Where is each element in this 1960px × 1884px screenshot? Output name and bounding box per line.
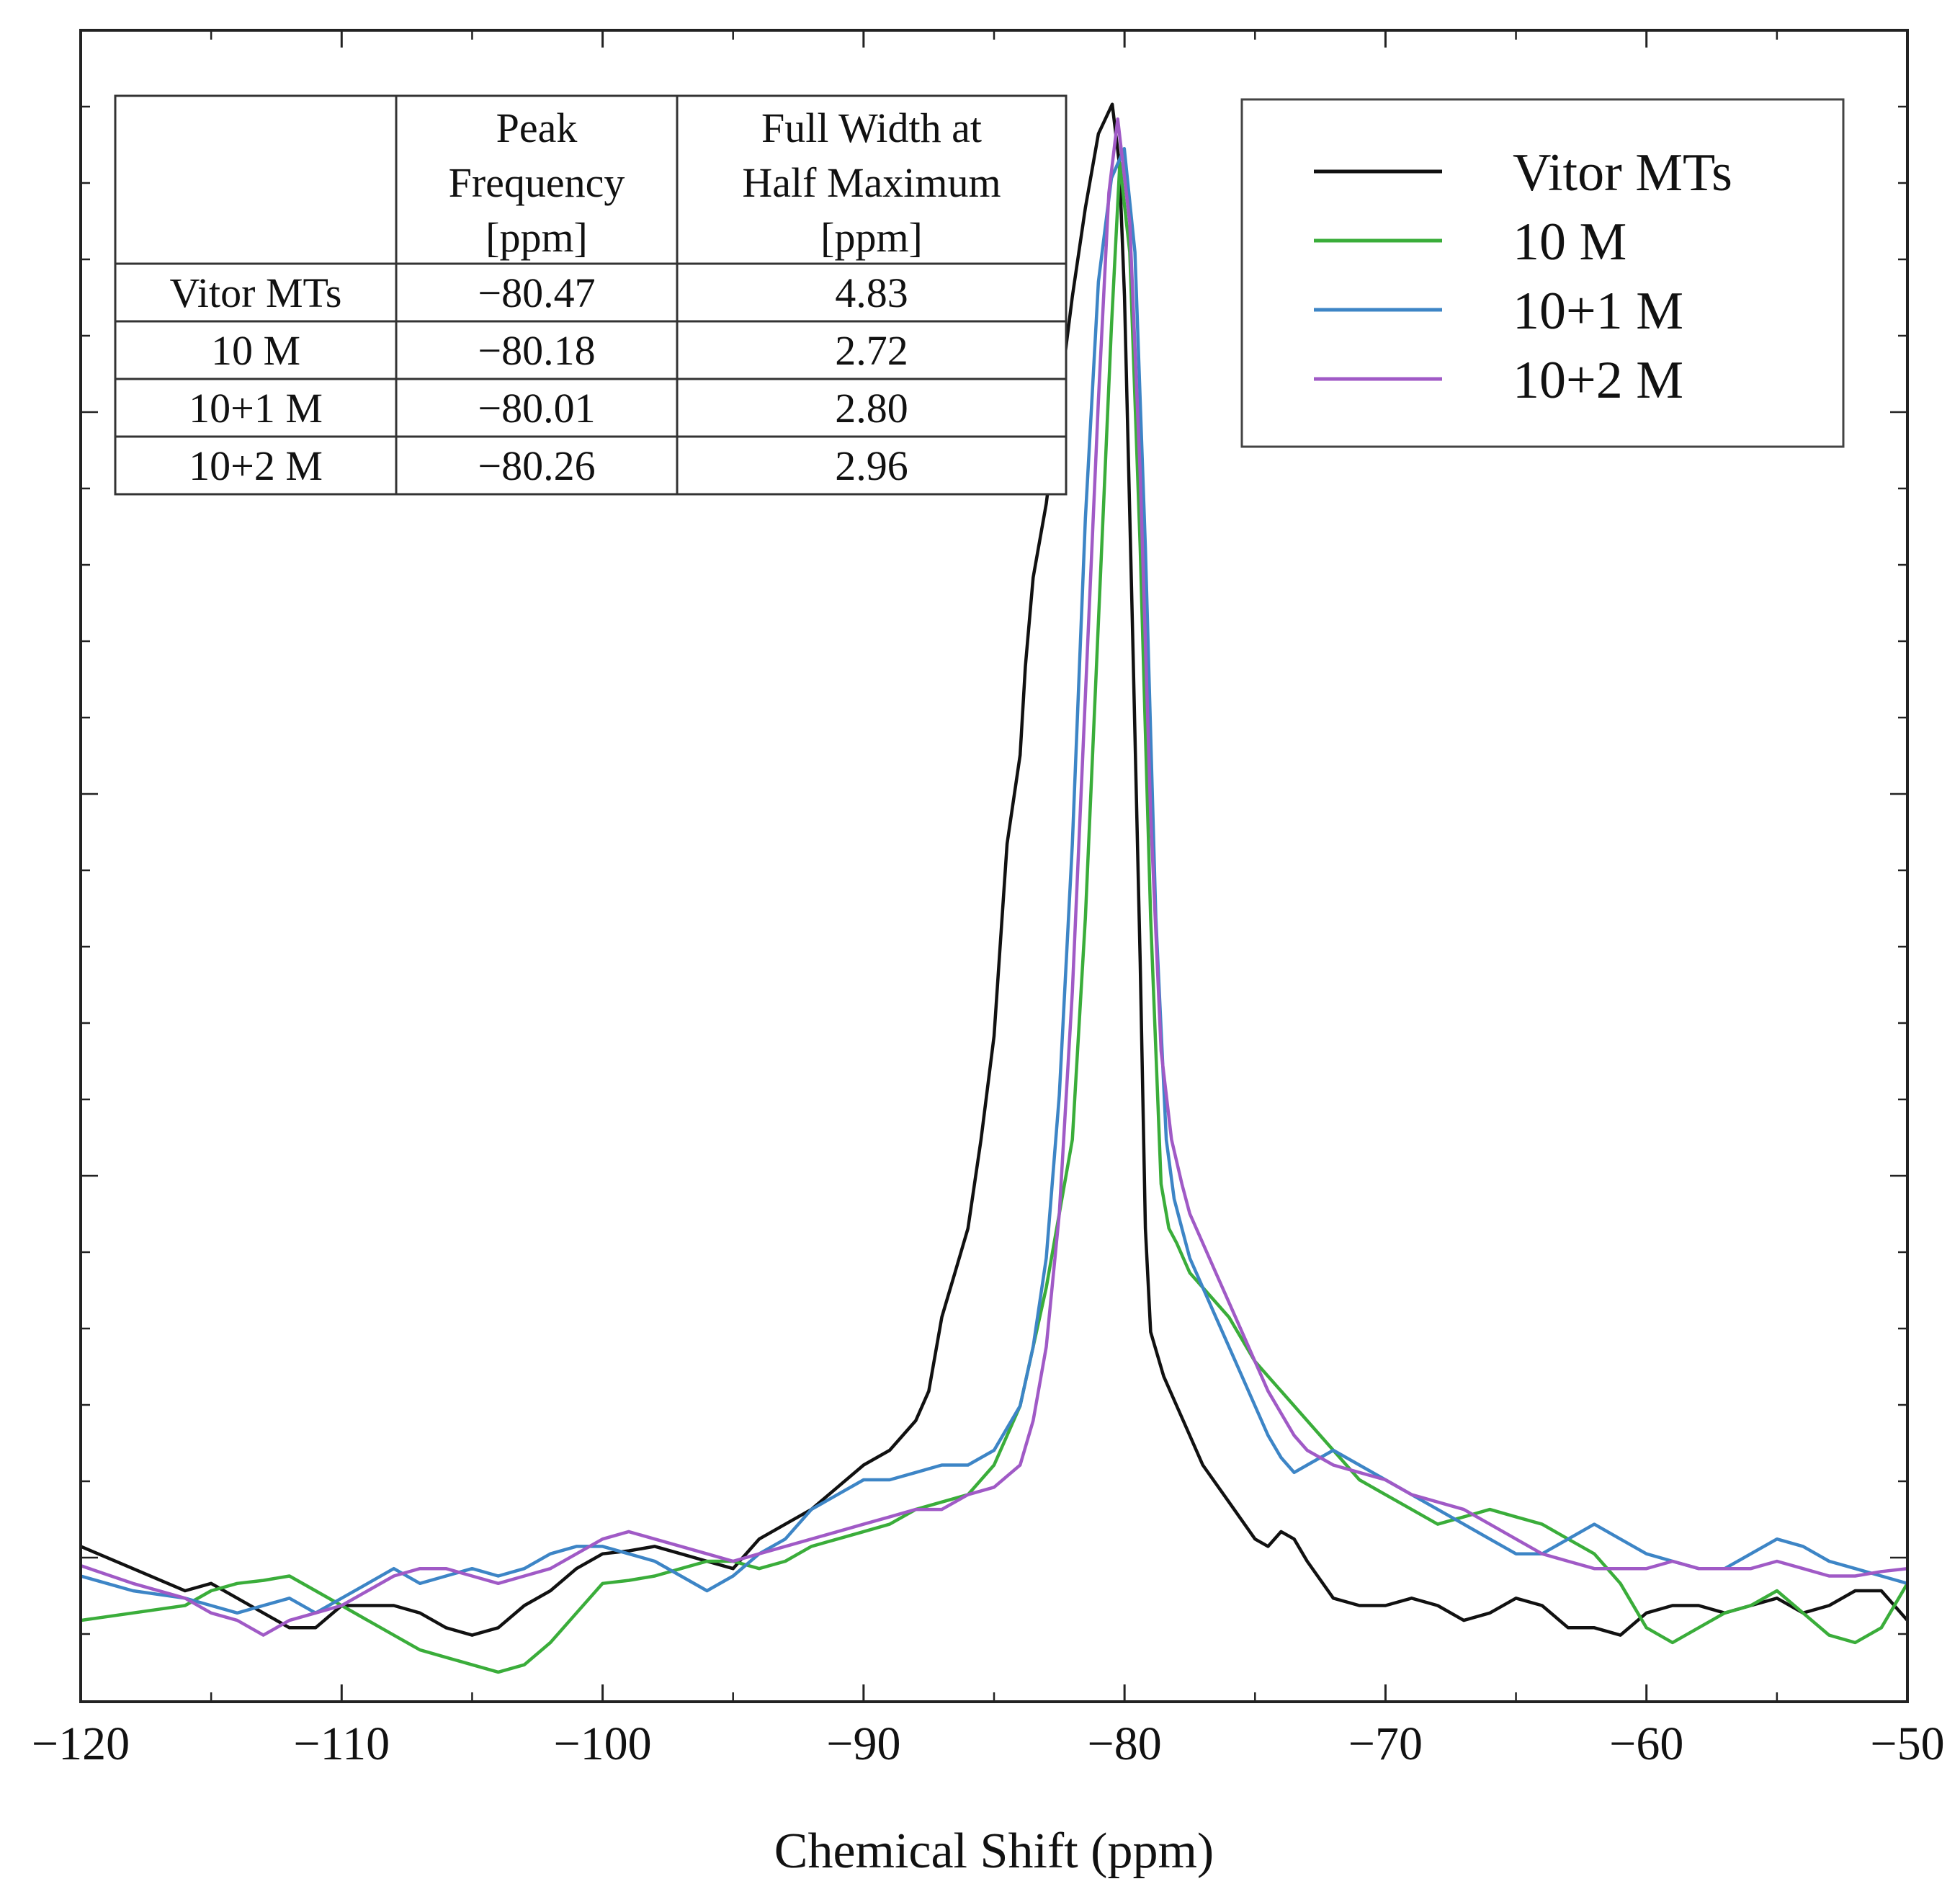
- x-tick-label-2: −100: [553, 1718, 651, 1770]
- x-tick-label-5: −70: [1348, 1718, 1423, 1770]
- series-line-1: [81, 161, 1907, 1674]
- table-cell: Vitor MTs: [170, 269, 342, 316]
- series-line-2: [81, 146, 1907, 1615]
- table-header-cell: Frequency: [449, 159, 625, 206]
- table-frame: [114, 94, 1068, 496]
- table-cell: 2.80: [835, 385, 908, 432]
- x-axis-title: Chemical Shift (ppm): [774, 1823, 1214, 1879]
- legend-items: Vitor MTs 10 M 10+1 M 10+2 M: [1314, 143, 1732, 410]
- x-tick-label-1: −110: [293, 1718, 390, 1770]
- legend-label-2: 10+1 M: [1513, 282, 1683, 341]
- table-cell: −80.26: [478, 442, 595, 489]
- table-header-cell: [ppm]: [485, 214, 588, 261]
- series-line-3: [81, 117, 1907, 1637]
- x-tick-label-3: −90: [826, 1718, 900, 1770]
- x-tick-label-6: −60: [1609, 1718, 1683, 1770]
- table-cell: 2.96: [835, 442, 908, 489]
- x-tick-label-0: −120: [32, 1718, 130, 1770]
- table-cell: 2.72: [835, 327, 908, 374]
- plot-frame: [79, 29, 1909, 1703]
- table-cell: 10 M: [211, 327, 300, 374]
- legend-box: [1240, 98, 1845, 448]
- table-cell: −80.01: [478, 385, 595, 432]
- table-header-cell: Half Maximum: [742, 159, 1001, 206]
- table-cell: 4.83: [835, 269, 908, 316]
- x-tick-label-4: −80: [1088, 1718, 1162, 1770]
- table-header-cell: [ppm]: [820, 214, 923, 261]
- legend-label-0: Vitor MTs: [1513, 143, 1732, 202]
- table-cell: 10+2 M: [189, 442, 323, 489]
- legend-label-3: 10+2 M: [1513, 351, 1683, 410]
- ticks-layer: −120 −110 −100 −90 −80 −70 −60 −50: [32, 30, 1945, 1770]
- table-header-cell: Peak: [496, 104, 578, 151]
- table-header-cell: Full Width at: [761, 104, 982, 151]
- legend-label-1: 10 M: [1513, 213, 1626, 272]
- peak-table: Peak Frequency [ppm] Full Width at Half Maxi…: [114, 94, 1068, 496]
- x-tick-label-7: −50: [1870, 1718, 1944, 1770]
- legend: Vitor MTs 10 M 10+1 M 10+2 M: [1240, 98, 1845, 448]
- table-cell: −80.47: [478, 269, 595, 316]
- table-cell: 10+1 M: [189, 385, 323, 432]
- table-cell: −80.18: [478, 327, 595, 374]
